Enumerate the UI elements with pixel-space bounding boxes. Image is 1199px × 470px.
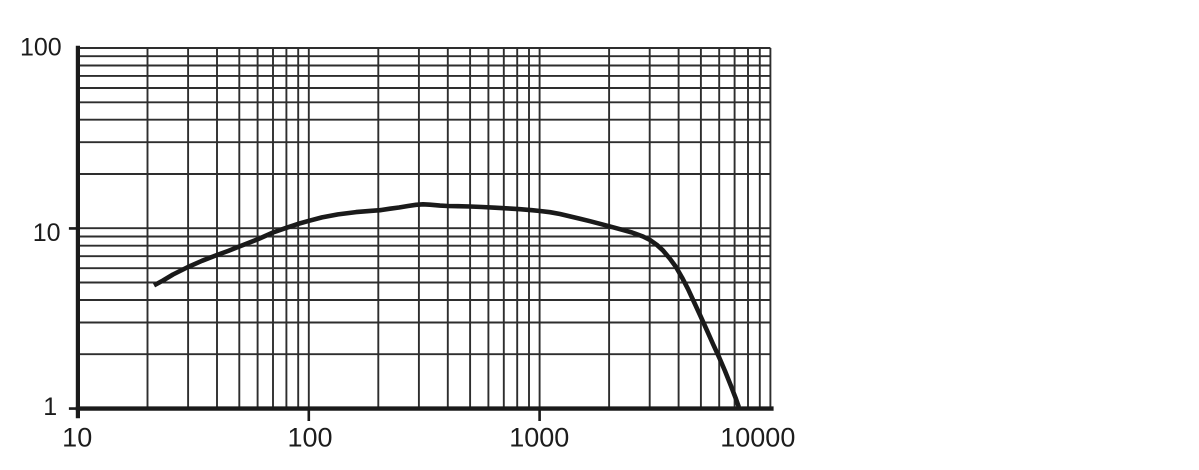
svg-text:10: 10 (33, 219, 61, 247)
svg-text:100: 100 (20, 33, 62, 61)
svg-text:1000: 1000 (509, 423, 569, 453)
svg-text:10: 10 (62, 423, 92, 453)
svg-text:10000: 10000 (720, 423, 795, 453)
svg-text:1: 1 (43, 393, 57, 421)
svg-text:100: 100 (287, 423, 332, 453)
